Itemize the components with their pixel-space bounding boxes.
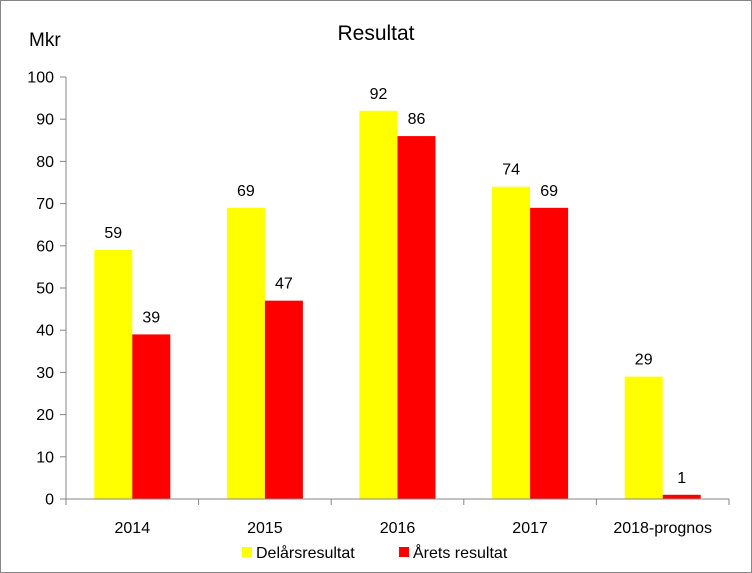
y-axis-ticks: 0 10 20 30 40 50 60 70 80 90 100 xyxy=(27,70,66,509)
bar-2015-series-1 xyxy=(226,207,265,499)
legend: Delårsresultat Årets resultat xyxy=(242,543,508,562)
legend-swatch-series-1 xyxy=(242,547,252,557)
y-tick-label-50: 50 xyxy=(36,281,54,298)
bar-2015-series-2 xyxy=(264,300,303,499)
y-tick-label-90: 90 xyxy=(36,112,54,129)
bars xyxy=(94,110,701,499)
x-tick-label-2017: 2017 xyxy=(512,520,548,537)
x-tick-label-2018-prognos: 2018-prognos xyxy=(613,520,712,537)
bar-2017-series-1 xyxy=(492,186,531,499)
x-tick-label-2014: 2014 xyxy=(115,520,151,537)
legend-swatch-series-2 xyxy=(399,547,409,557)
y-tick-label-20: 20 xyxy=(36,407,54,424)
bar-2018-prognos-series-1 xyxy=(624,376,663,499)
data-label-2014-series-2: 39 xyxy=(142,309,160,326)
data-label-2014-series-1: 59 xyxy=(104,225,122,242)
data-label-2015-series-1: 69 xyxy=(237,183,255,200)
y-tick-label-10: 10 xyxy=(36,449,54,466)
legend-label-series-1: Delårsresultat xyxy=(256,544,355,562)
data-label-2016-series-1: 92 xyxy=(370,86,388,103)
data-label-2015-series-2: 47 xyxy=(275,276,293,293)
bar-2017-series-2 xyxy=(530,207,569,499)
data-label-2018-prognos-series-1: 29 xyxy=(635,352,653,369)
x-tick-label-2016: 2016 xyxy=(380,520,416,537)
data-label-2018-prognos-series-2: 1 xyxy=(677,470,686,487)
y-tick-label-40: 40 xyxy=(36,323,54,340)
data-labels: 59 39 69 47 92 86 74 69 29 1 xyxy=(104,86,686,487)
y-tick-label-80: 80 xyxy=(36,154,54,171)
y-tick-label-0: 0 xyxy=(45,492,54,509)
data-label-2017-series-1: 74 xyxy=(502,162,520,179)
y-tick-label-100: 100 xyxy=(27,70,54,87)
y-tick-label-70: 70 xyxy=(36,196,54,213)
legend-label-series-2: Årets resultat xyxy=(413,543,508,562)
bar-2018-prognos-series-2 xyxy=(662,494,701,499)
data-label-2017-series-2: 69 xyxy=(540,183,558,200)
data-label-2016-series-2: 86 xyxy=(408,111,426,128)
bar-2016-series-1 xyxy=(359,110,398,499)
bar-2014-series-2 xyxy=(132,334,171,499)
bar-2014-series-1 xyxy=(94,250,133,499)
y-tick-label-30: 30 xyxy=(36,365,54,382)
x-axis-categories: 2014 2015 2016 2017 2018-prognos xyxy=(115,520,713,537)
chart-title: Resultat xyxy=(337,22,414,45)
x-tick-label-2015: 2015 xyxy=(247,520,283,537)
y-tick-label-60: 60 xyxy=(36,238,54,255)
bar-2016-series-2 xyxy=(397,136,436,499)
y-axis-unit: Mkr xyxy=(29,30,61,51)
axes xyxy=(65,77,730,505)
